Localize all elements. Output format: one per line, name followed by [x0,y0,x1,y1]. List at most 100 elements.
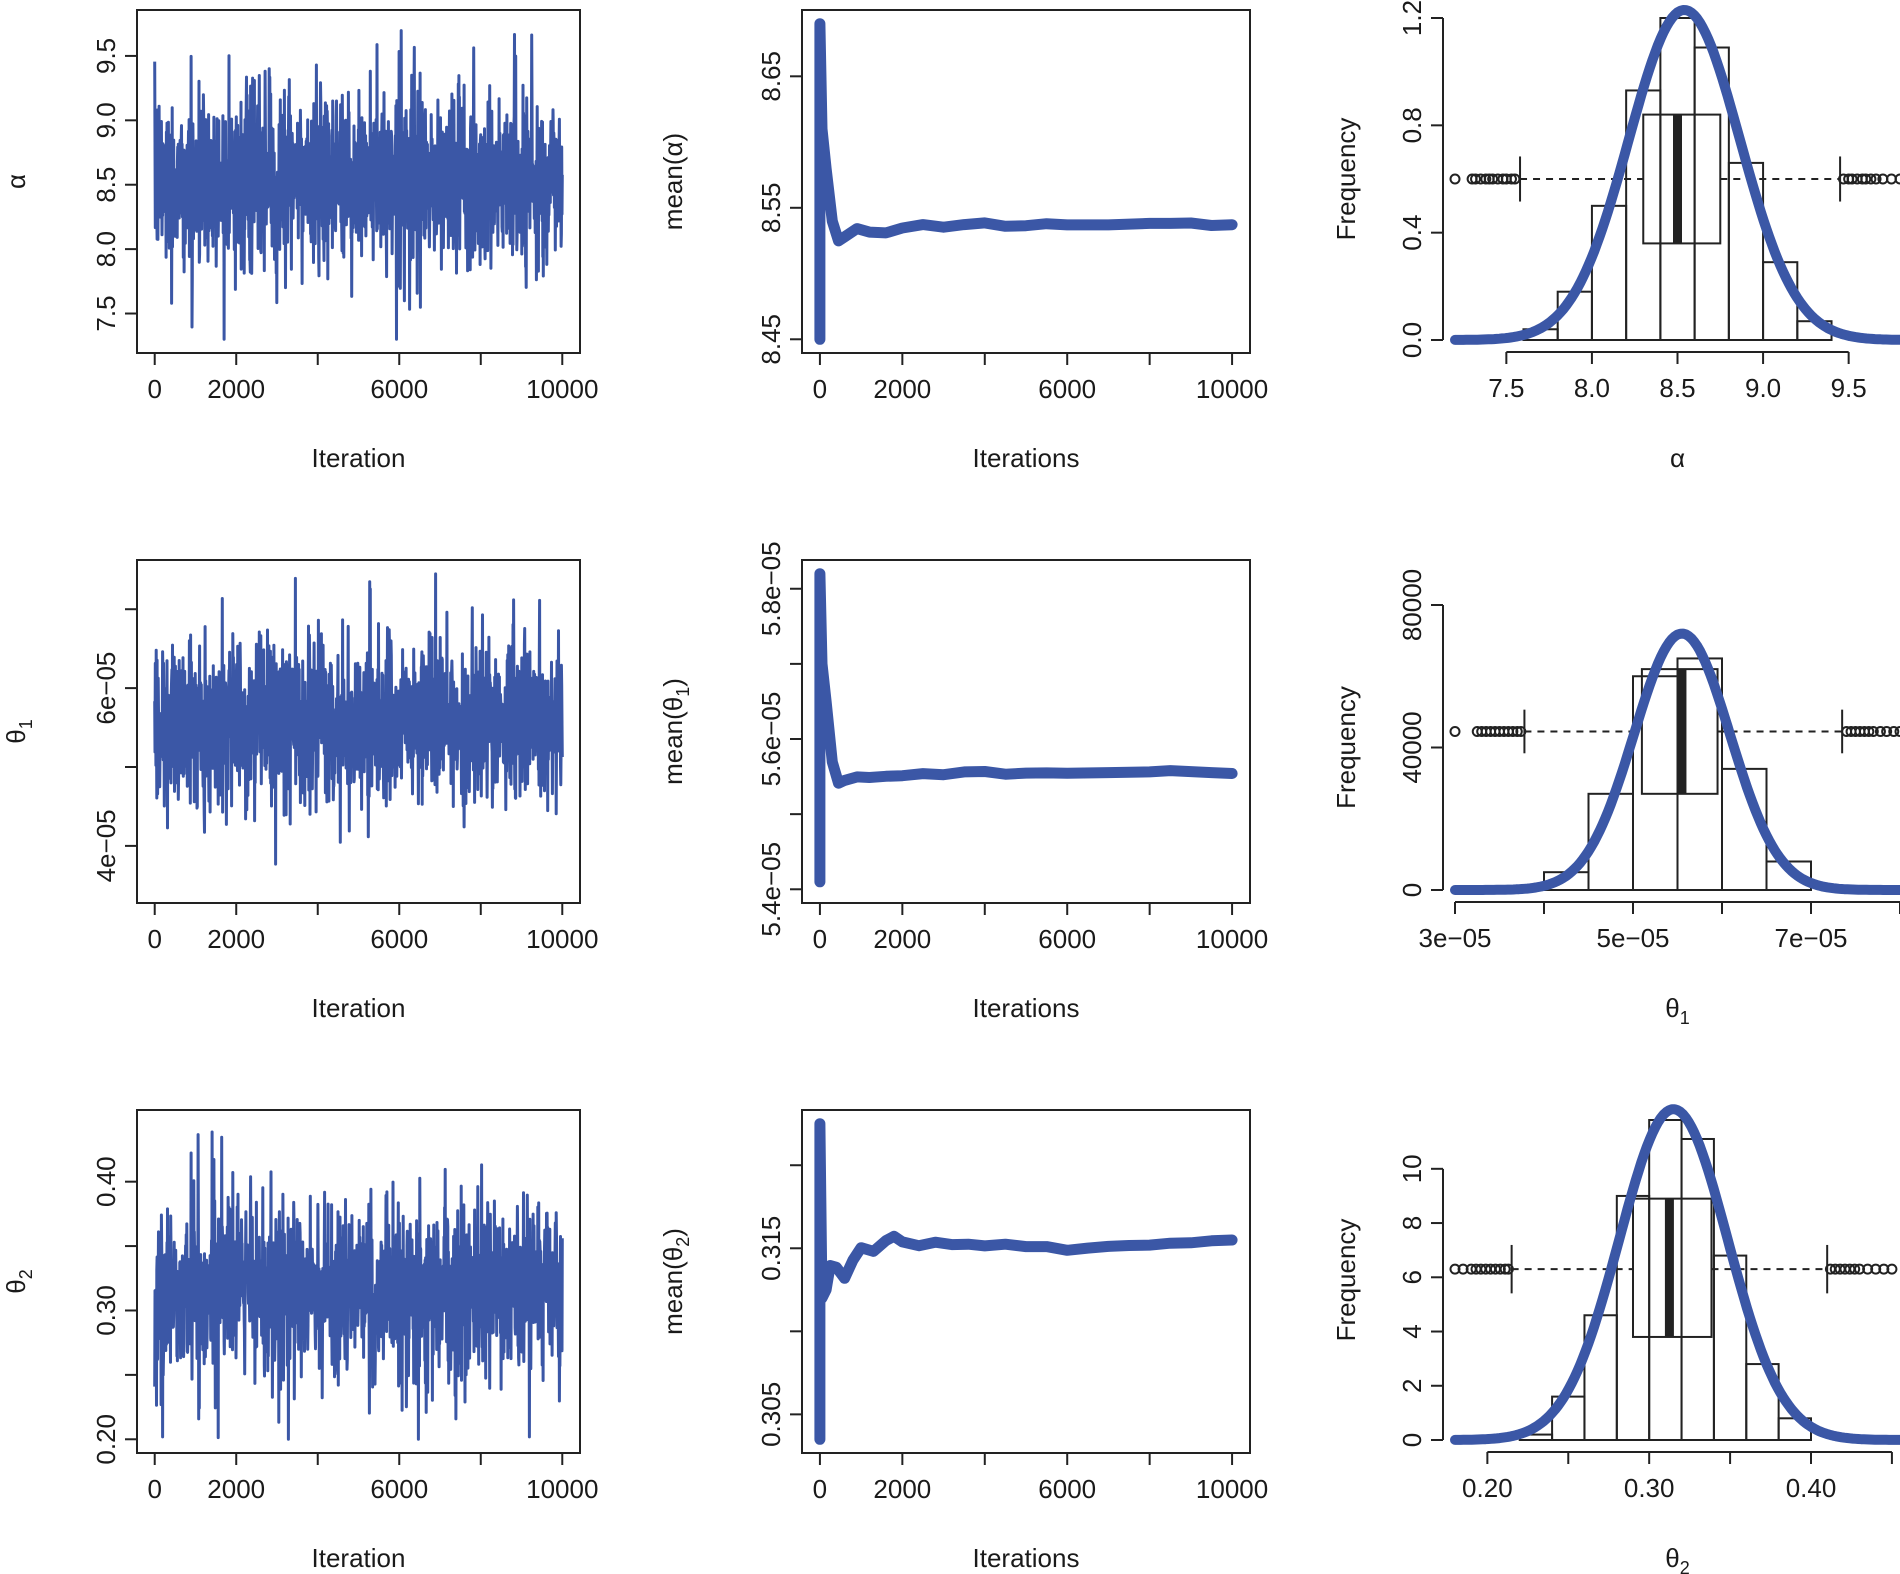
x-tick-label: 6000 [370,374,428,404]
x-tick-label: 6000 [1038,924,1096,954]
x-tick-label: 8.5 [1659,373,1695,403]
y-tick-label: 8.0 [91,231,121,267]
x-tick-label: 10000 [526,924,598,954]
subscript: 2 [1680,1558,1690,1574]
boxplot-outlier [1881,725,1893,737]
y-tick-label: 9.0 [91,102,121,138]
y-tick-label: 4e−05 [91,809,121,882]
boxplot-outlier [1509,173,1521,185]
mean-theta2-panel: 0 2000 6000 100000.3050.315Iterationsmean(θ… [658,1109,1268,1573]
boxplot-outlier [1860,173,1872,185]
y-tick-label: 5.4e−05 [756,842,786,937]
y-tick-label: 0 [1397,1433,1427,1447]
subscript: 1 [673,687,693,697]
running-mean-series-line [814,18,1238,345]
mean-alpha-panel: 0 2000 6000 10000 8.45 8.55 8.65 Iterations mean… [658,9,1268,473]
x-axis-label: α [1670,443,1685,473]
y-tick-label: 80000 [1397,569,1427,641]
y-tick-label: 5.6e−05 [756,692,786,787]
y-axis-label: α [1,174,31,189]
x-tick-label: 10000 [1196,374,1268,404]
y-tick-label: 8 [1397,1216,1427,1230]
boxplot-outlier [1849,1263,1861,1275]
y-tick-label: 10 [1397,1154,1427,1183]
trace-series-line [153,1130,564,1441]
x-tick-label: 10000 [526,374,598,404]
x-tick-label: 6000 [1038,374,1096,404]
x-tick-label: 0 [147,1474,161,1504]
y-tick-label: 8.45 [756,314,786,365]
x-tick-label: 6000 [370,1474,428,1504]
boxplot-outlier [1870,173,1882,185]
boxplot-outlier [1865,173,1877,185]
x-tick-label: 2000 [207,1474,265,1504]
y-tick-label: 4 [1397,1324,1427,1338]
y-tick-label: 1.2 [1397,0,1427,36]
trace-series-line [153,29,564,341]
y-tick-label: 0.305 [756,1382,786,1447]
x-tick-label: 8.0 [1574,373,1610,403]
boxplot-outlier [1886,1263,1898,1275]
boxplot-outlier [1449,173,1461,185]
label-rest: ) [658,678,688,687]
y-tick-label: 0.315 [756,1216,786,1281]
boxplot-outlier [1888,725,1900,737]
y-tick-label: 0.4 [1397,215,1427,251]
boxplot-outlier [1867,725,1879,737]
boxplot-outlier [1502,1263,1514,1275]
y-tick-label: 0.8 [1397,107,1427,143]
subscript: 1 [1680,1008,1690,1028]
y-tick-label: 6 [1397,1270,1427,1284]
x-axis-label: Iteration [312,1543,406,1573]
running-mean-series-line [814,1118,1238,1445]
x-tick-label: 10000 [1196,1474,1268,1504]
y-axis-label: Frequency [1331,1219,1361,1342]
y-tick-label: 0 [1397,883,1427,897]
y-tick-label: 7.5 [91,295,121,331]
subscript: 1 [16,719,36,729]
x-axis-label: Iterations [973,443,1080,473]
boxplot-outlier [1449,725,1461,737]
x-tick-label: 7e−05 [1774,923,1847,953]
x-tick-label: 6000 [370,924,428,954]
x-tick-label: 5e−05 [1596,923,1669,953]
trace-alpha-panel: 0 2000 6000 10000 7.5 8.0 8.5 9.0 9.5 Iteration α [1,9,598,473]
y-tick-label: 40000 [1397,711,1427,783]
boxplot-outlier [1874,725,1886,737]
boxplot-outlier [1894,173,1900,185]
x-tick-label: 9.5 [1831,373,1867,403]
boxplot-outlier [1470,173,1482,185]
y-tick-label: 0.30 [91,1285,121,1336]
boxplot-outlier [1499,1263,1511,1275]
y-tick-label: 9.5 [91,38,121,74]
y-tick-label: 8.5 [91,167,121,203]
boxplot-outlier [1515,725,1527,737]
x-tick-label: 3e−05 [1418,923,1491,953]
x-tick-label: 9.0 [1745,373,1781,403]
label-rest: ) [658,1228,688,1237]
x-tick-label: 2000 [207,374,265,404]
boxplot-outlier [1511,725,1523,737]
trace-series-line [153,572,564,866]
x-axis-label: Iterations [973,1543,1080,1573]
x-tick-label: 0.20 [1462,1473,1513,1503]
x-tick-label: 6000 [1038,1474,1096,1504]
density-curve [1450,5,1900,345]
x-tick-label: 0 [147,924,161,954]
subscript: 2 [673,1237,693,1247]
density-curve [1450,628,1900,895]
y-tick-label: 0.40 [91,1156,121,1207]
y-tick-label: 5.8e−05 [756,541,786,636]
running-mean-series-line [814,568,1238,888]
x-tick-label: 0 [147,374,161,404]
x-axis-label: Iteration [312,443,406,473]
y-tick-label: 0.0 [1397,322,1427,358]
boxplot-outlier [1480,173,1492,185]
x-tick-label: 2000 [873,374,931,404]
x-tick-label: 0 [813,1474,827,1504]
boxplot-outlier [1894,725,1900,737]
x-tick-label: 0.30 [1624,1473,1675,1503]
